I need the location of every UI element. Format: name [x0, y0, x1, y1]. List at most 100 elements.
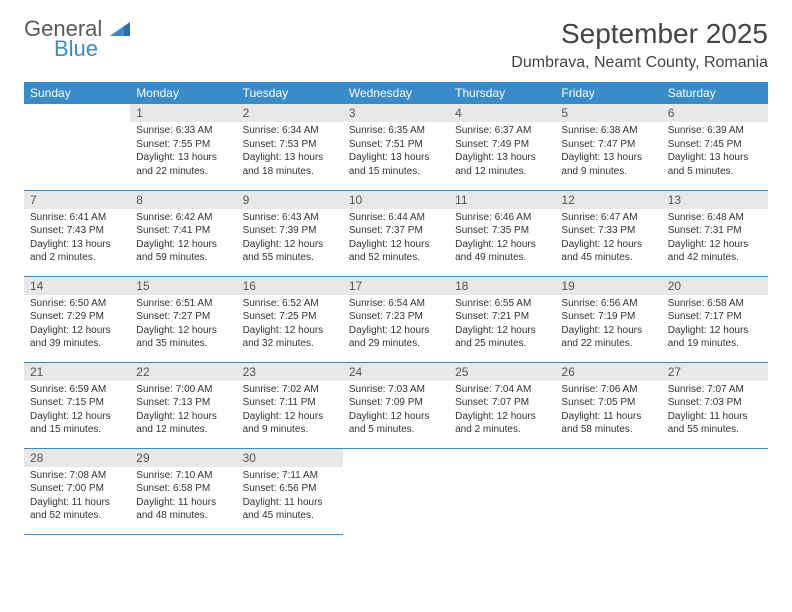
weekday-header: Thursday — [449, 82, 555, 104]
sunset-text: Sunset: 7:17 PM — [668, 310, 762, 324]
sunrise-text: Sunrise: 6:34 AM — [243, 124, 337, 138]
sunrise-text: Sunrise: 6:55 AM — [455, 297, 549, 311]
sunrise-text: Sunrise: 7:11 AM — [243, 469, 337, 483]
daylight-text: Daylight: 11 hours and 52 minutes. — [30, 496, 124, 523]
daylight-text: Daylight: 12 hours and 15 minutes. — [30, 410, 124, 437]
day-body: Sunrise: 7:08 AMSunset: 7:00 PMDaylight:… — [24, 467, 130, 527]
sunset-text: Sunset: 7:49 PM — [455, 138, 549, 152]
calendar-cell — [555, 448, 661, 534]
calendar-cell: 7Sunrise: 6:41 AMSunset: 7:43 PMDaylight… — [24, 190, 130, 276]
daylight-text: Daylight: 12 hours and 5 minutes. — [349, 410, 443, 437]
calendar-cell: 17Sunrise: 6:54 AMSunset: 7:23 PMDayligh… — [343, 276, 449, 362]
sunset-text: Sunset: 7:45 PM — [668, 138, 762, 152]
weekday-header: Wednesday — [343, 82, 449, 104]
day-number: 18 — [449, 277, 555, 295]
day-number: 26 — [555, 363, 661, 381]
sunrise-text: Sunrise: 7:00 AM — [136, 383, 230, 397]
daylight-text: Daylight: 12 hours and 45 minutes. — [561, 238, 655, 265]
calendar-cell: 18Sunrise: 6:55 AMSunset: 7:21 PMDayligh… — [449, 276, 555, 362]
sunset-text: Sunset: 7:31 PM — [668, 224, 762, 238]
calendar-row: 21Sunrise: 6:59 AMSunset: 7:15 PMDayligh… — [24, 362, 768, 448]
calendar-cell: 20Sunrise: 6:58 AMSunset: 7:17 PMDayligh… — [662, 276, 768, 362]
sunset-text: Sunset: 7:39 PM — [243, 224, 337, 238]
sunrise-text: Sunrise: 7:08 AM — [30, 469, 124, 483]
calendar-cell: 29Sunrise: 7:10 AMSunset: 6:58 PMDayligh… — [130, 448, 236, 534]
sunset-text: Sunset: 7:53 PM — [243, 138, 337, 152]
calendar-cell: 19Sunrise: 6:56 AMSunset: 7:19 PMDayligh… — [555, 276, 661, 362]
sunset-text: Sunset: 7:37 PM — [349, 224, 443, 238]
sunrise-text: Sunrise: 6:35 AM — [349, 124, 443, 138]
daylight-text: Daylight: 12 hours and 19 minutes. — [668, 324, 762, 351]
sunset-text: Sunset: 7:25 PM — [243, 310, 337, 324]
calendar-cell: 25Sunrise: 7:04 AMSunset: 7:07 PMDayligh… — [449, 362, 555, 448]
calendar-cell: 12Sunrise: 6:47 AMSunset: 7:33 PMDayligh… — [555, 190, 661, 276]
calendar-cell: 28Sunrise: 7:08 AMSunset: 7:00 PMDayligh… — [24, 448, 130, 534]
day-body: Sunrise: 6:56 AMSunset: 7:19 PMDaylight:… — [555, 295, 661, 355]
day-number: 10 — [343, 191, 449, 209]
calendar-cell: 14Sunrise: 6:50 AMSunset: 7:29 PMDayligh… — [24, 276, 130, 362]
sunrise-text: Sunrise: 6:43 AM — [243, 211, 337, 225]
sunrise-text: Sunrise: 6:54 AM — [349, 297, 443, 311]
sunset-text: Sunset: 7:03 PM — [668, 396, 762, 410]
weekday-header: Monday — [130, 82, 236, 104]
sunrise-text: Sunrise: 7:06 AM — [561, 383, 655, 397]
day-body: Sunrise: 7:06 AMSunset: 7:05 PMDaylight:… — [555, 381, 661, 441]
daylight-text: Daylight: 12 hours and 22 minutes. — [561, 324, 655, 351]
daylight-text: Daylight: 12 hours and 2 minutes. — [455, 410, 549, 437]
daylight-text: Daylight: 12 hours and 39 minutes. — [30, 324, 124, 351]
sunrise-text: Sunrise: 7:02 AM — [243, 383, 337, 397]
day-number: 7 — [24, 191, 130, 209]
sunrise-text: Sunrise: 6:33 AM — [136, 124, 230, 138]
sunrise-text: Sunrise: 6:37 AM — [455, 124, 549, 138]
calendar-cell: 11Sunrise: 6:46 AMSunset: 7:35 PMDayligh… — [449, 190, 555, 276]
calendar-cell: 10Sunrise: 6:44 AMSunset: 7:37 PMDayligh… — [343, 190, 449, 276]
sunrise-text: Sunrise: 6:58 AM — [668, 297, 762, 311]
sunset-text: Sunset: 7:15 PM — [30, 396, 124, 410]
sunset-text: Sunset: 7:23 PM — [349, 310, 443, 324]
day-body: Sunrise: 6:33 AMSunset: 7:55 PMDaylight:… — [130, 122, 236, 182]
daylight-text: Daylight: 12 hours and 55 minutes. — [243, 238, 337, 265]
sunset-text: Sunset: 7:41 PM — [136, 224, 230, 238]
day-number: 27 — [662, 363, 768, 381]
title-block: September 2025 Dumbrava, Neamt County, R… — [511, 18, 768, 72]
daylight-text: Daylight: 11 hours and 58 minutes. — [561, 410, 655, 437]
calendar-cell: 1Sunrise: 6:33 AMSunset: 7:55 PMDaylight… — [130, 104, 236, 190]
day-number: 9 — [237, 191, 343, 209]
calendar-cell — [662, 448, 768, 534]
daylight-text: Daylight: 12 hours and 32 minutes. — [243, 324, 337, 351]
sunrise-text: Sunrise: 6:42 AM — [136, 211, 230, 225]
sunset-text: Sunset: 7:35 PM — [455, 224, 549, 238]
calendar-cell: 8Sunrise: 6:42 AMSunset: 7:41 PMDaylight… — [130, 190, 236, 276]
sunset-text: Sunset: 7:55 PM — [136, 138, 230, 152]
sunset-text: Sunset: 6:58 PM — [136, 482, 230, 496]
daylight-text: Daylight: 13 hours and 22 minutes. — [136, 151, 230, 178]
day-body: Sunrise: 6:43 AMSunset: 7:39 PMDaylight:… — [237, 209, 343, 269]
calendar-cell — [449, 448, 555, 534]
calendar-cell: 4Sunrise: 6:37 AMSunset: 7:49 PMDaylight… — [449, 104, 555, 190]
day-body: Sunrise: 7:00 AMSunset: 7:13 PMDaylight:… — [130, 381, 236, 441]
sunrise-text: Sunrise: 6:56 AM — [561, 297, 655, 311]
sunrise-text: Sunrise: 6:41 AM — [30, 211, 124, 225]
calendar-cell: 30Sunrise: 7:11 AMSunset: 6:56 PMDayligh… — [237, 448, 343, 534]
calendar-row: 1Sunrise: 6:33 AMSunset: 7:55 PMDaylight… — [24, 104, 768, 190]
daylight-text: Daylight: 12 hours and 42 minutes. — [668, 238, 762, 265]
weekday-header: Saturday — [662, 82, 768, 104]
calendar-cell: 23Sunrise: 7:02 AMSunset: 7:11 PMDayligh… — [237, 362, 343, 448]
calendar-cell: 5Sunrise: 6:38 AMSunset: 7:47 PMDaylight… — [555, 104, 661, 190]
day-body: Sunrise: 6:41 AMSunset: 7:43 PMDaylight:… — [24, 209, 130, 269]
daylight-text: Daylight: 13 hours and 2 minutes. — [30, 238, 124, 265]
day-number: 1 — [130, 104, 236, 122]
day-number: 4 — [449, 104, 555, 122]
daylight-text: Daylight: 13 hours and 18 minutes. — [243, 151, 337, 178]
sunset-text: Sunset: 7:47 PM — [561, 138, 655, 152]
sunset-text: Sunset: 7:33 PM — [561, 224, 655, 238]
sunset-text: Sunset: 7:07 PM — [455, 396, 549, 410]
day-number — [449, 449, 555, 467]
daylight-text: Daylight: 12 hours and 29 minutes. — [349, 324, 443, 351]
calendar-cell: 27Sunrise: 7:07 AMSunset: 7:03 PMDayligh… — [662, 362, 768, 448]
sunset-text: Sunset: 6:56 PM — [243, 482, 337, 496]
sunrise-text: Sunrise: 7:04 AM — [455, 383, 549, 397]
day-number — [662, 449, 768, 467]
month-title: September 2025 — [511, 18, 768, 50]
day-number: 23 — [237, 363, 343, 381]
